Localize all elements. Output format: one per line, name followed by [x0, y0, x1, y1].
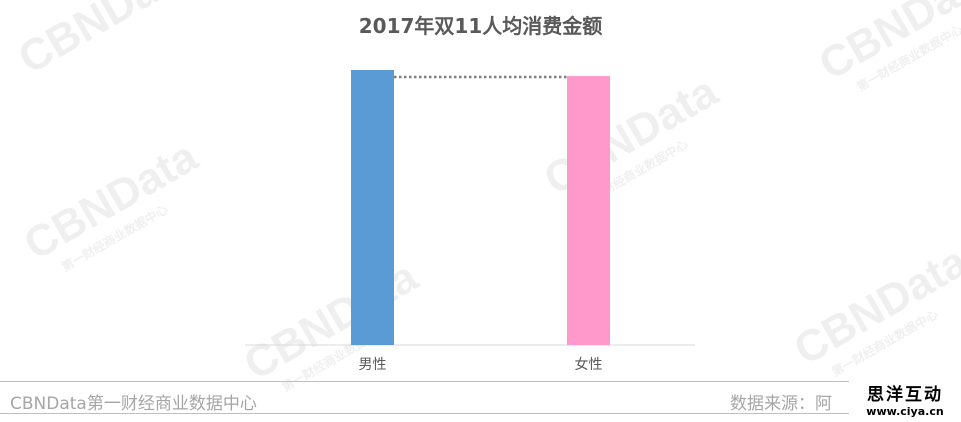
bar-female: [567, 76, 610, 346]
ciya-logo: 思洋互动 www.ciya.cn: [866, 385, 944, 418]
footer-divider-top: [0, 381, 849, 382]
x-tick-label: 男性: [359, 357, 387, 373]
x-tick-label: 女性: [575, 356, 603, 373]
footer-source-left: CBNData第一财经商业数据中心: [10, 394, 257, 414]
footer-source-right: 数据来源：阿: [730, 394, 832, 414]
chart-title: 2017年双11人均消费金额: [358, 14, 603, 38]
bar-male: [351, 70, 394, 345]
footer-divider-bottom: [0, 413, 849, 414]
